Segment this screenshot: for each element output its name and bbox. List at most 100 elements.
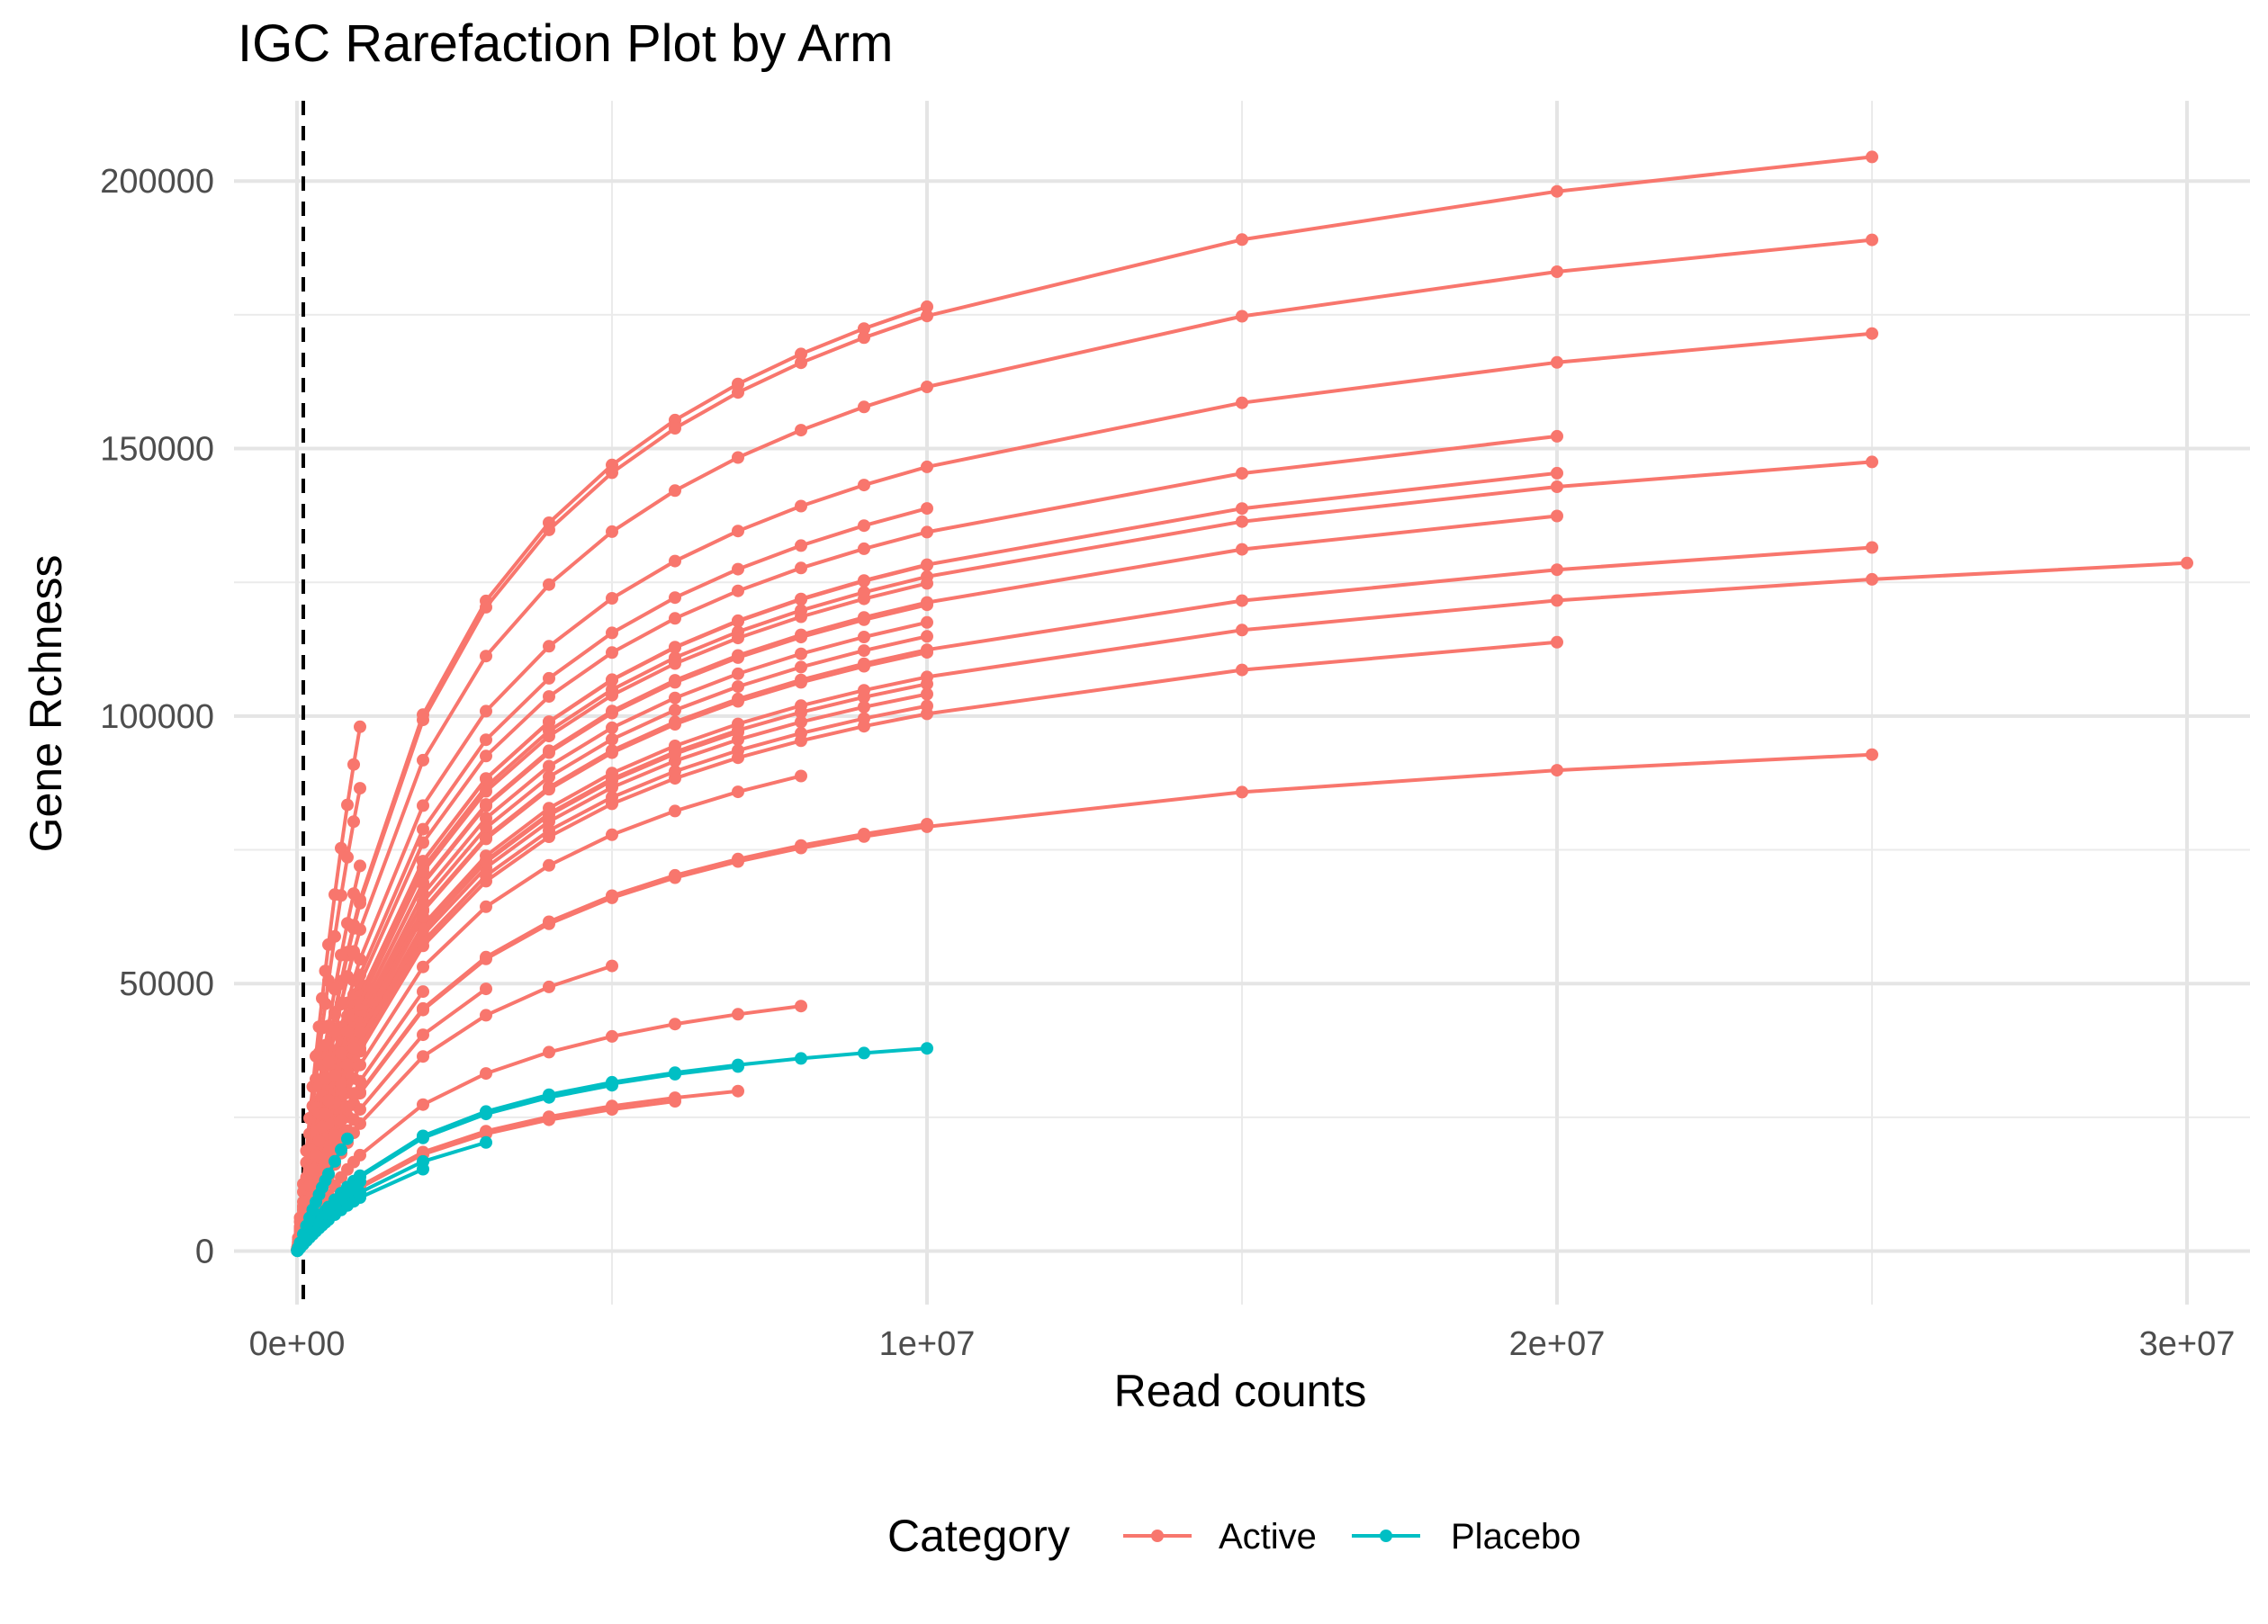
data-point: [1236, 663, 1248, 677]
data-point: [1236, 233, 1248, 247]
y-tick-label: 200000: [100, 163, 214, 201]
data-point: [1551, 184, 1563, 198]
data-point: [347, 945, 360, 958]
data-point: [795, 839, 807, 852]
data-point: [341, 970, 354, 983]
data-point: [1551, 764, 1563, 777]
legend: Category Active Placebo: [887, 1511, 1581, 1561]
data-point: [858, 1046, 870, 1060]
series-line: [295, 460, 1873, 1251]
data-point: [354, 968, 366, 982]
data-point: [795, 347, 807, 361]
data-point: [606, 791, 618, 804]
data-point: [732, 525, 744, 538]
data-point: [543, 770, 555, 784]
data-point: [669, 704, 681, 717]
data-point: [606, 466, 618, 480]
data-point: [335, 841, 347, 855]
data-point: [921, 559, 933, 572]
y-axis-label: Gene Rchness: [21, 555, 71, 853]
data-point: [319, 1072, 332, 1085]
data-point: [795, 499, 807, 513]
data-point: [306, 1163, 320, 1177]
data-point: [1236, 594, 1248, 607]
data-point: [732, 451, 744, 464]
data-point: [417, 1162, 429, 1176]
data-point: [669, 765, 681, 778]
data-point: [347, 815, 360, 829]
data-point: [354, 782, 366, 795]
data-point: [858, 574, 870, 588]
data-point: [921, 1042, 933, 1055]
data-point: [354, 720, 366, 733]
data-point: [480, 856, 492, 868]
data-point: [354, 1191, 366, 1204]
data-point: [732, 680, 744, 694]
data-point: [606, 525, 618, 538]
series-line: [295, 752, 1873, 1251]
data-point: [669, 1067, 681, 1081]
data-point: [669, 1018, 681, 1031]
data-point: [1551, 429, 1563, 443]
data-point: [319, 1038, 332, 1052]
data-point: [543, 746, 555, 759]
data-point: [480, 650, 492, 663]
data-point: [312, 1134, 326, 1147]
data-point: [669, 676, 681, 689]
data-point: [417, 713, 429, 727]
data-point: [341, 850, 354, 864]
data-point: [858, 542, 870, 555]
data-point: [858, 631, 870, 643]
data-point: [858, 644, 870, 658]
data-point: [1866, 541, 1878, 554]
data-point: [795, 769, 807, 783]
data-point: [543, 671, 555, 685]
data-point: [795, 660, 807, 674]
data-point: [858, 331, 870, 345]
data-point: [1551, 509, 1563, 523]
chart-title: IGC Rarefaction Plot by Arm: [238, 14, 893, 73]
legend-label-placebo: Placebo: [1451, 1517, 1581, 1557]
data-point: [606, 732, 618, 746]
data-point: [322, 1145, 335, 1159]
data-point: [543, 690, 555, 704]
data-point: [732, 744, 744, 758]
data-point: [1551, 466, 1563, 480]
data-point: [543, 1113, 555, 1126]
data-point: [921, 300, 933, 313]
data-point: [328, 1154, 341, 1168]
data-point: [341, 1132, 354, 1145]
series-active: [291, 541, 1878, 1256]
data-point: [1866, 327, 1878, 340]
data-point: [606, 626, 618, 640]
data-point: [417, 822, 429, 836]
data-point: [606, 1079, 618, 1092]
data-point: [417, 877, 429, 891]
data-point: [921, 310, 933, 323]
y-tick-label: 100000: [100, 698, 214, 736]
data-point: [335, 1046, 347, 1060]
axis-tick-labels: 0e+00 1e+07 2e+07 3e+07 0 50000 100000 150000 20…: [100, 163, 2235, 1363]
y-tick-label: 50000: [119, 965, 214, 1003]
data-point: [795, 647, 807, 660]
data-point: [322, 1055, 335, 1069]
data-point: [417, 753, 429, 767]
data-point: [335, 948, 347, 962]
data-point: [732, 632, 744, 645]
legend-key-placebo-point: [1380, 1530, 1392, 1542]
data-point: [921, 699, 933, 713]
data-point: [606, 774, 618, 787]
data-point: [417, 910, 429, 923]
data-point: [1236, 502, 1248, 516]
data-point: [921, 460, 933, 473]
data-point: [417, 865, 429, 878]
legend-title: Category: [887, 1511, 1070, 1561]
data-point: [417, 799, 429, 812]
data-point: [543, 783, 555, 796]
data-point: [480, 733, 492, 747]
legend-item-placebo: Placebo: [1352, 1517, 1581, 1557]
data-point: [606, 706, 618, 720]
data-point: [354, 1058, 366, 1072]
